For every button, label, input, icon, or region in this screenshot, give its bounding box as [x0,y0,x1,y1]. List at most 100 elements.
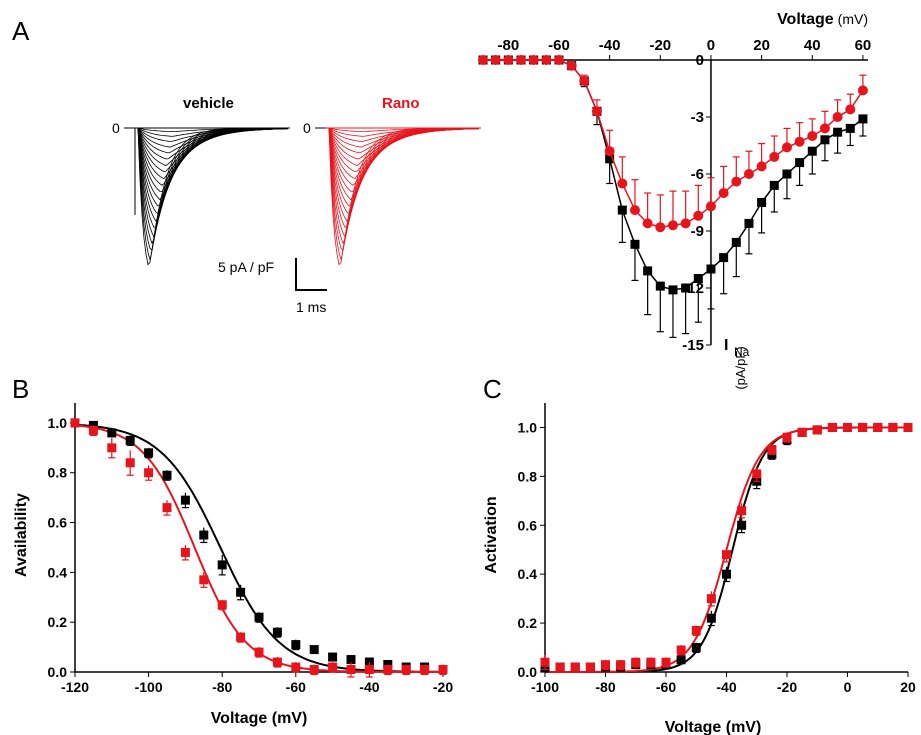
iv-x-tick-label: -60 [548,37,570,54]
activation-point-rano [555,662,565,672]
availability-point-vehicle [346,655,356,665]
availability-y-tick-label: 1.0 [48,415,68,431]
scale-label-time: 1 ms [296,299,326,315]
availability-point-rano [144,468,154,478]
iv-point-vehicle [820,135,830,145]
iv-point-rano [490,55,501,65]
iv-line-vehicle [483,59,864,291]
availability-y-tick-label: 0.2 [48,614,68,630]
activation-point-rano [722,550,731,560]
iv-point-rano [794,136,805,147]
activation-y-tick-label: 0.2 [518,615,538,631]
availability-point-rano [162,503,172,513]
availability-point-rano [180,547,190,557]
activation-point-rano [797,427,807,437]
activation-chart: Activation Voltage (mV) -100 -80 -60 -40 -20… [483,403,916,735]
iv-curve-chart: Voltage (mV) I Na (pA/pF) -80 -60 -40 -20 0 20… [478,11,871,390]
activation-point-rano [646,657,656,667]
panel-label-a: A [12,16,30,46]
current-trace-rano [328,127,479,260]
activation-point-rano [691,625,701,635]
iv-point-vehicle [769,180,779,190]
iv-ylabel-sub: Na [734,345,750,359]
iv-point-rano [705,201,716,212]
current-trace-vehicle [137,127,288,266]
iv-x-tick-label: 60 [855,37,872,54]
availability-point-rano [254,647,264,657]
trace-label-rano: Rano [382,95,420,112]
activation-point-rano [812,425,822,435]
iv-ylabel-unit: (pA/pF) [733,346,748,389]
iv-point-vehicle [617,205,627,215]
activation-point-rano [903,422,913,432]
iv-point-vehicle [630,239,640,249]
iv-xlabel-main: Voltage [777,11,834,28]
availability-point-vehicle [217,560,227,570]
iv-point-rano [781,142,792,153]
availability-point-rano [383,665,393,675]
availability-x-tick-label: -40 [359,679,379,695]
availability-x-tick-label: -120 [61,679,89,695]
iv-point-rano [566,60,577,71]
iv-y-tick-label: -3 [691,109,704,126]
availability-point-vehicle [236,587,246,597]
availability-point-vehicle [125,435,135,445]
availability-point-rano [272,657,282,667]
activation-y-tick-label: 0.4 [518,566,538,582]
iv-point-rano [541,55,552,65]
availability-point-vehicle [180,495,190,505]
iv-point-rano [718,188,729,198]
iv-point-vehicle [706,264,716,274]
current-trace-rano [328,127,479,266]
trace-zero-label-vehicle: 0 [112,120,120,136]
iv-point-rano [642,218,653,229]
availability-point-rano [107,443,117,453]
iv-series-rano [478,55,868,233]
availability-point-rano [328,662,338,672]
current-trace-rano [328,127,479,238]
iv-point-vehicle [833,127,843,137]
availability-point-rano [420,665,430,675]
activation-ylabel: Activation [483,496,500,573]
iv-point-rano [629,205,640,216]
trace-family-rano [326,127,481,266]
iv-point-vehicle [731,237,741,247]
iv-y-tick-label: -15 [682,337,704,354]
iv-point-rano [503,55,514,65]
iv-point-rano [528,55,539,65]
activation-point-vehicle [691,643,701,653]
current-trace-rano [328,127,480,251]
iv-x-tick-label: -20 [649,37,671,54]
availability-x-tick-label: -80 [212,679,232,695]
availability-x-tick-label: -60 [286,679,306,695]
activation-x-tick-label: 20 [900,679,916,695]
availability-point-vehicle [144,448,154,458]
availability-y-tick-label: 0.4 [48,564,68,580]
activation-point-rano [631,657,641,667]
availability-point-vehicle [291,640,301,650]
availability-point-rano [199,575,209,585]
activation-point-rano [888,422,898,432]
iv-point-vehicle [668,285,678,295]
activation-point-rano [873,422,883,432]
activation-point-rano [737,506,747,516]
availability-point-vehicle [309,645,319,655]
iv-point-vehicle [807,146,817,156]
activation-point-rano [661,657,671,667]
iv-point-rano [819,123,830,134]
iv-y-tick-label: 0 [696,52,704,69]
activation-y-tick-label: 0.6 [518,517,538,533]
activation-point-rano [752,469,762,479]
availability-y-tick-label: 0.8 [48,465,68,481]
iv-point-rano [478,55,488,65]
iv-y-tick-label: -6 [691,166,704,183]
iv-ylabel-main: I [724,337,728,354]
iv-point-rano [680,218,691,229]
activation-point-rano [676,645,686,655]
current-trace-vehicle [137,127,288,260]
iv-xlabel: Voltage (mV) [777,11,868,28]
iv-point-vehicle [858,114,868,124]
activation-point-rano [767,444,777,454]
availability-point-vehicle [199,530,209,540]
availability-point-rano [236,632,246,642]
